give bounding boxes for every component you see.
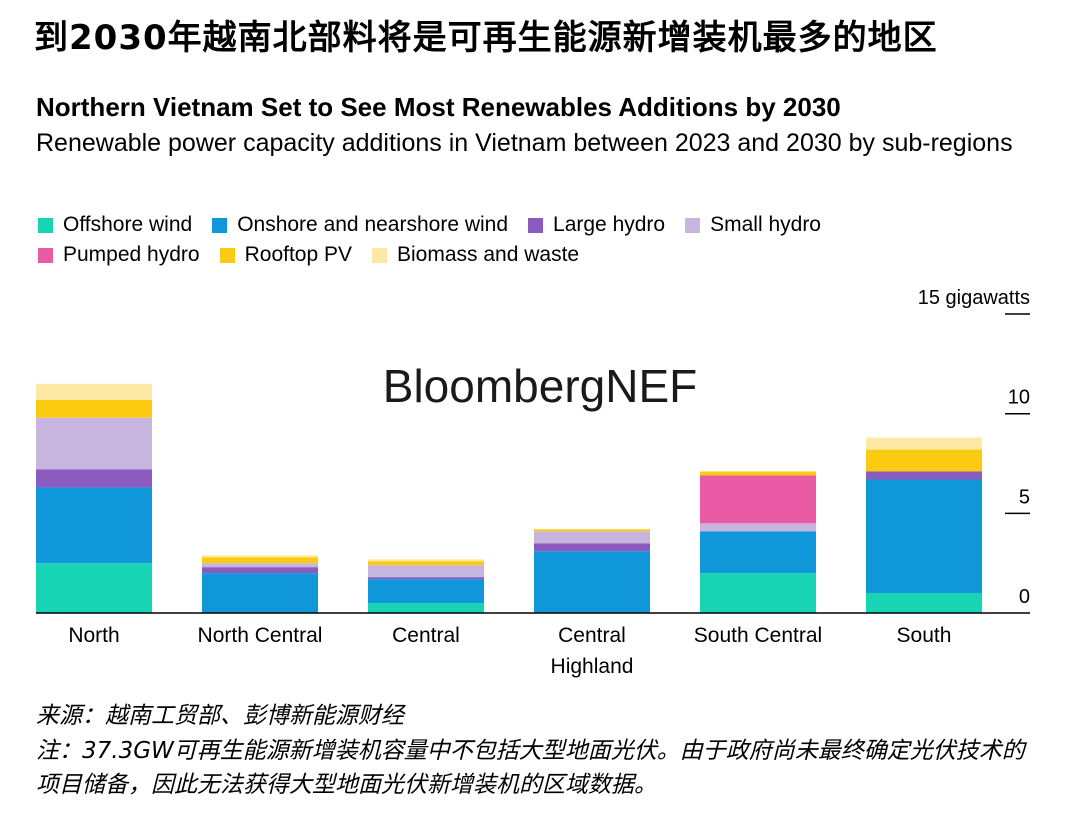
legend-swatch: [528, 217, 544, 233]
bar-north-large-hydro: [36, 469, 152, 488]
x-axis-labels: North North Central Central Central Highland…: [68, 624, 951, 678]
bar-south-biomass-and-waste: [866, 437, 982, 450]
x-tick-label-south: South: [897, 624, 952, 647]
legend-swatch: [38, 247, 53, 263]
bar-north-small-hydro: [36, 417, 152, 470]
page-title-chinese: 到2030年越南北部料将是可再生能源新增装机最多的地区: [34, 18, 938, 58]
bar-north-offshore-wind: [36, 563, 152, 613]
bar-central-biomass-and-waste: [368, 559, 484, 562]
legend-label: Large hydro: [553, 213, 666, 236]
bar-south-central-rooftop-pv: [700, 471, 816, 476]
bar-central-onshore-and-nearshore-wind: [368, 579, 484, 604]
x-tick-label-central-highland: Central: [558, 624, 626, 647]
bar-south-offshore-wind: [866, 593, 982, 613]
bar-south-large-hydro: [866, 471, 982, 480]
bar-south-central-offshore-wind: [700, 573, 816, 613]
x-tick-label-central-highland: Highland: [551, 655, 634, 678]
legend-item-large-hydro: Large hydro: [528, 213, 665, 237]
bar-south-central-pumped-hydro: [700, 475, 816, 524]
bar-south-central-small-hydro: [700, 523, 816, 532]
bloombergnef-watermark: BloombergNEF: [383, 360, 697, 412]
legend: Offshore wind Onshore and nearshore wind L…: [38, 210, 1038, 270]
legend-label: Offshore wind: [63, 213, 193, 236]
bar-north-central-rooftop-pv: [202, 557, 318, 564]
bar-north-central-onshore-and-nearshore-wind: [202, 573, 318, 613]
legend-row: Pumped hydro Rooftop PV Biomass and waste: [38, 240, 1038, 270]
bar-central-offshore-wind: [368, 603, 484, 613]
bar-north-rooftop-pv: [36, 399, 152, 418]
source-note: 来源：越南工贸部、彭博新能源财经: [36, 703, 404, 729]
bar-north-onshore-and-nearshore-wind: [36, 487, 152, 564]
y-axis: 0 5 10 15 gigawatts: [918, 287, 1030, 608]
x-tick-label-south-central: South Central: [694, 624, 822, 647]
footnote: 注：37.3GW可再生能源新增装机容量中不包括大型地面光伏。由于政府尚未最终确定…: [36, 738, 1025, 798]
legend-label: Pumped hydro: [63, 243, 200, 266]
legend-item-biomass-and-waste: Biomass and waste: [372, 243, 579, 267]
chart-title: Northern Vietnam Set to See Most Renewab…: [36, 92, 841, 122]
bar-south-rooftop-pv: [866, 449, 982, 472]
legend-swatch: [685, 217, 701, 233]
bars-group: [36, 383, 1030, 614]
x-tick-label-north: North: [68, 624, 119, 647]
legend-label: Onshore and nearshore wind: [237, 213, 509, 236]
bar-north-central-large-hydro: [202, 567, 318, 574]
legend-label: Small hydro: [710, 213, 821, 236]
legend-swatch: [372, 247, 387, 263]
legend-item-rooftop-pv: Rooftop PV: [219, 243, 352, 267]
legend-row: Offshore wind Onshore and nearshore wind L…: [38, 210, 1038, 240]
legend-label: Rooftop PV: [244, 243, 352, 266]
y-tick-label: 0: [1019, 586, 1030, 608]
stacked-bar-chart: 0 5 10 15 gigawatts North North Central Centr…: [36, 287, 1030, 678]
legend-item-offshore-wind: Offshore wind: [38, 213, 192, 237]
y-tick-label: 5: [1019, 486, 1030, 508]
x-tick-label-central: Central: [392, 624, 460, 647]
bar-central-rooftop-pv: [368, 561, 484, 566]
legend-label: Biomass and waste: [397, 243, 580, 266]
chart-subtitle: Renewable power capacity additions in Vi…: [36, 129, 1013, 157]
bar-central-highland-onshore-and-nearshore-wind: [534, 551, 650, 613]
bar-central-highland-large-hydro: [534, 543, 650, 552]
x-tick-label-north-central: North Central: [198, 624, 323, 647]
bar-north-central-biomass-and-waste: [202, 555, 318, 558]
legend-item-onshore-and-nearshore-wind: Onshore and nearshore wind: [212, 213, 508, 237]
legend-swatch: [219, 247, 235, 263]
bar-central-large-hydro: [368, 577, 484, 580]
y-tick-label: 15 gigawatts: [918, 287, 1030, 309]
bar-central-highland-small-hydro: [534, 531, 650, 544]
bar-central-highland-rooftop-pv: [534, 529, 650, 532]
legend-item-pumped-hydro: Pumped hydro: [38, 243, 200, 267]
bar-south-central-onshore-and-nearshore-wind: [700, 531, 816, 574]
legend-item-small-hydro: Small hydro: [685, 213, 821, 237]
y-tick-label: 10: [1008, 387, 1030, 409]
bar-central-small-hydro: [368, 565, 484, 578]
bar-south-onshore-and-nearshore-wind: [866, 479, 982, 594]
legend-swatch: [212, 217, 228, 233]
bar-north-central-small-hydro: [202, 563, 318, 568]
legend-swatch: [38, 217, 53, 233]
bar-north-biomass-and-waste: [36, 383, 152, 400]
